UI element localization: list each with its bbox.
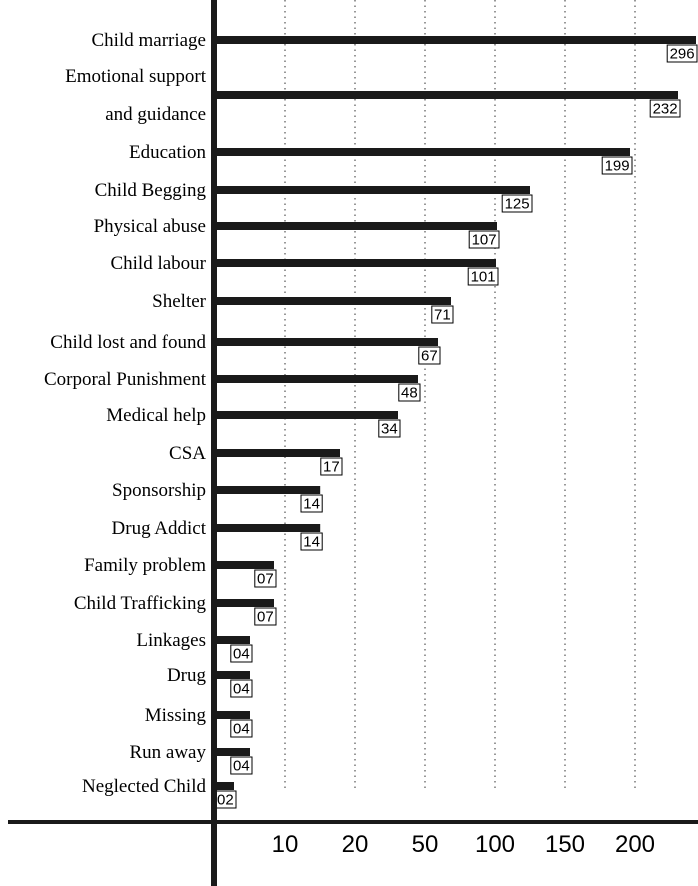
category-label-14: Child Trafficking	[74, 593, 207, 614]
category-label-4: Physical abuse	[94, 216, 206, 237]
x-tick-labels: 10 20 50 100 150 200	[272, 831, 655, 858]
value-label-box-11	[300, 494, 323, 513]
value-label-3: 125	[505, 196, 530, 213]
value-label-box-3	[501, 194, 533, 213]
category-label-10: CSA	[169, 443, 206, 464]
value-label-5: 101	[471, 269, 496, 286]
category-label-8: Corporal Punishment	[44, 369, 207, 390]
bar-0	[214, 36, 696, 44]
bar-15	[214, 636, 250, 644]
category-label-13: Family problem	[84, 555, 206, 576]
category-label-5: Child labour	[110, 253, 206, 274]
value-label-box-4	[468, 230, 500, 249]
value-label-box-10	[320, 457, 343, 476]
value-label-box-8	[398, 383, 421, 402]
value-label-box-12	[300, 532, 323, 551]
value-label-16: 04	[233, 681, 250, 698]
axes	[8, 0, 698, 886]
value-label-box-17	[230, 719, 253, 738]
bar-14	[214, 599, 274, 607]
grid-lines	[284, 0, 636, 788]
bar-3	[214, 186, 530, 194]
value-label-box-14	[254, 607, 277, 626]
value-label-4: 107	[472, 232, 497, 249]
bar-5	[214, 259, 496, 267]
value-label-box-0	[666, 44, 698, 63]
value-label-box-9	[378, 419, 401, 438]
value-label-box-5	[467, 267, 499, 286]
category-label-1-line-0: Emotional support	[65, 66, 207, 87]
value-label-15: 04	[233, 646, 250, 663]
category-label-11: Sponsorship	[112, 480, 206, 501]
bar-16	[214, 671, 250, 679]
value-label-box-7	[418, 346, 441, 365]
value-label-10: 17	[323, 459, 340, 476]
value-label-13: 07	[257, 571, 274, 588]
value-label-17: 04	[233, 721, 250, 738]
bar-2	[214, 148, 630, 156]
category-label-15: Linkages	[136, 630, 206, 651]
value-label-9: 34	[381, 421, 398, 438]
x-tick-label-3: 100	[475, 831, 515, 858]
category-label-1-line-1: and guidance	[105, 104, 206, 125]
value-label-box-1	[649, 99, 681, 118]
value-label-19: 02	[217, 792, 234, 809]
bar-7	[214, 338, 438, 346]
category-label-2: Education	[129, 142, 207, 163]
category-label-6: Shelter	[152, 291, 206, 312]
category-labels: Child marriage Emotional support and guida…	[44, 30, 207, 797]
bar-19	[214, 782, 234, 790]
bar-11	[214, 486, 321, 494]
x-tick-label-4: 150	[545, 831, 585, 858]
category-label-16: Drug	[167, 665, 207, 686]
bar-18	[214, 748, 250, 756]
bar-13	[214, 561, 274, 569]
category-label-12: Drug Addict	[112, 518, 207, 539]
value-label-1: 232	[653, 101, 678, 118]
category-label-3: Child Begging	[95, 180, 207, 201]
category-label-19: Neglected Child	[82, 776, 206, 797]
bar-17	[214, 711, 250, 719]
value-label-11: 14	[303, 496, 320, 513]
value-label-box-13	[254, 569, 277, 588]
category-label-9: Medical help	[106, 405, 206, 426]
value-label-box-18	[230, 756, 253, 775]
value-label-6: 71	[434, 307, 451, 324]
value-label-8: 48	[401, 385, 418, 402]
value-label-2: 199	[605, 158, 630, 175]
value-labels: 296 232 199 125 107 101 71 67 48 34 17 14 14 07 07 04 04…	[214, 44, 698, 809]
value-label-14: 07	[257, 609, 274, 626]
bar-12	[214, 524, 321, 532]
bar-9	[214, 411, 398, 419]
x-tick-label-0: 10	[272, 831, 299, 858]
category-label-0: Child marriage	[92, 30, 207, 51]
value-label-box-6	[431, 305, 454, 324]
category-label-7: Child lost and found	[50, 332, 206, 353]
bar-10	[214, 449, 340, 457]
value-label-0: 296	[670, 46, 695, 63]
value-label-box-16	[230, 679, 253, 698]
bars	[214, 36, 696, 790]
x-tick-label-5: 200	[615, 831, 655, 858]
value-label-box-2	[601, 156, 633, 175]
x-tick-label-2: 50	[412, 831, 439, 858]
category-label-17: Missing	[145, 705, 207, 726]
value-label-7: 67	[421, 348, 438, 365]
bar-6	[214, 297, 451, 305]
value-label-12: 14	[303, 534, 320, 551]
bar-4	[214, 222, 497, 230]
x-tick-label-1: 20	[342, 831, 369, 858]
value-label-18: 04	[233, 758, 250, 775]
bar-8	[214, 375, 418, 383]
value-label-box-15	[230, 644, 253, 663]
bar-1	[214, 91, 678, 99]
category-label-18: Run away	[129, 742, 206, 763]
